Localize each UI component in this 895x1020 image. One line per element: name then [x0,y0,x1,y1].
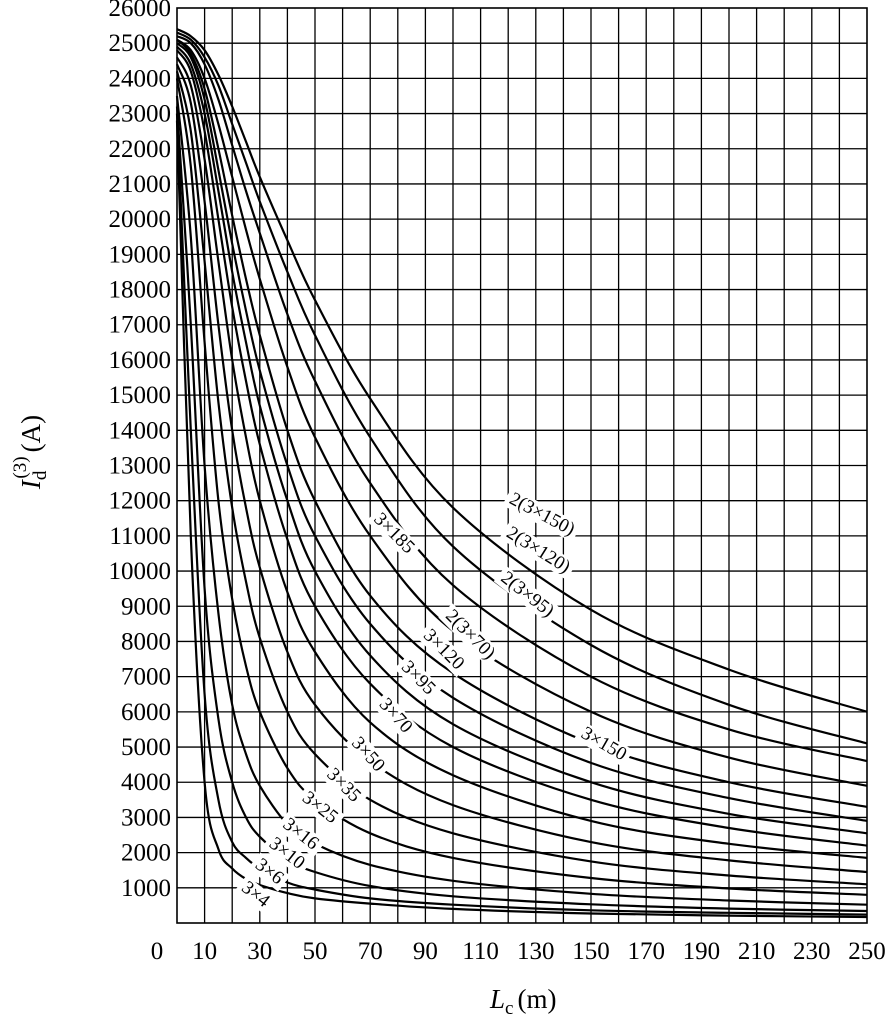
curve-label-bg [493,565,562,625]
curve-2-3-95- [176,35,868,763]
y-tick-label: 10000 [109,558,172,585]
x-tick-label: 130 [517,938,555,965]
curve-3-120 [176,45,868,835]
curve-label-bg [294,785,346,831]
curve-label-bg [394,654,443,703]
y-tick-label: 24000 [109,65,172,92]
x-tick-label: 210 [738,938,776,965]
y-tick-label: 21000 [109,171,172,198]
curve-3-10 [175,106,868,913]
x-axis-main: L [489,984,505,1014]
curve-3-150 [176,42,868,822]
x-axis-sub: c [505,998,513,1019]
curve-3-4 [175,120,868,919]
y-tick-label: 12000 [109,488,172,515]
curve-3-50 [175,63,868,874]
curve-2-3-150- [176,28,868,713]
curve-label-group: 3×185 [366,506,422,562]
y-tick-label: 25000 [109,30,172,57]
curve-label-bg [319,761,368,810]
curve-label-bg [499,521,577,580]
curve-label-bg [344,730,392,780]
y-tick-label: 7000 [121,664,171,691]
curve-3-95 [176,49,868,847]
curve-3-35 [175,71,868,886]
x-tick-label: 70 [358,938,383,965]
curve-label-group: 2(3×95) [493,565,562,625]
x-tick-label: 170 [627,938,665,965]
y-tick-label: 17000 [109,312,172,339]
x-tick-label: 0 [151,938,164,965]
curve-label-bg [248,852,291,892]
y-tick-label: 5000 [121,734,171,761]
y-tick-label: 3000 [121,804,171,831]
x-tick-label: 190 [683,938,721,965]
y-tick-label: 26000 [109,0,172,22]
y-tick-label: 6000 [121,699,171,726]
x-tick-label: 110 [462,938,499,965]
x-tick-label: 230 [793,938,831,965]
y-tick-label: 16000 [109,347,172,374]
y-tick-label: 13000 [109,453,172,480]
y-tick-label: 14000 [109,417,172,444]
y-tick-label: 1000 [121,875,171,902]
curve-label-group: 3×70 [372,691,420,741]
curve-label-3-150: 3×150 [578,723,631,766]
tick-labels: 0 10 30 50 70 90 110 130 150 170 190 210 230 250 1000 2… [109,0,886,965]
y-tick-label: 9000 [121,593,171,620]
svg-text:Id(3)(A): Id(3) (A) [10,415,51,490]
y-tick-label: 11000 [109,523,171,550]
curve-3-25 [175,78,868,896]
x-tick-label: 10 [192,938,217,965]
y-axis-sub: d [30,470,51,480]
curve-label-bg [416,622,471,678]
curve-label-bg [261,831,313,877]
y-axis-main: I [16,478,46,490]
curve-label-group: 3×35 [319,761,368,810]
x-tick-label: 150 [572,938,610,965]
curve-label-bg [275,811,326,858]
x-tick-label: 30 [247,938,272,965]
y-tick-label: 22000 [109,136,172,163]
y-tick-label: 2000 [121,840,171,867]
y-tick-label: 4000 [121,769,171,796]
curve-2-3-70- [176,38,868,787]
x-axis-unit: (m) [517,984,556,1014]
y-tick-label: 8000 [121,628,171,655]
curves [175,28,868,919]
y-axis-sup: (3) [10,456,31,478]
curve-label-bg [574,721,634,768]
plot-frame [176,7,868,924]
curve-label-bg [502,487,582,543]
curve-3-16 [175,95,868,906]
y-tick-label: 15000 [109,382,172,409]
y-tick-label: 20000 [109,206,172,233]
grid [177,8,867,923]
y-tick-label: 23000 [109,101,172,128]
curve-label-bg [438,603,502,668]
y-tick-label: 18000 [109,277,172,304]
curve-label-bg [234,875,277,915]
x-tick-label: 50 [303,938,328,965]
curve-2-3-120- [176,31,868,745]
y-axis-title: Id(3) (A) [10,415,51,490]
curve-label-bg [372,691,420,741]
curve-3-70 [176,56,868,859]
curve-3-185 [176,38,868,808]
y-axis-unit: (A) [16,415,46,452]
y-tick-label: 19000 [109,241,172,268]
curve-labels: 3×43×63×103×163×253×353×503×703×953×1203… [234,487,634,915]
curve-label-bg [366,506,422,562]
curve-label-2-3-95-: 2(3×95) [497,567,558,621]
x-axis-title: Lc (m) [489,984,556,1019]
x-tick-label: 250 [848,938,886,965]
x-tick-label: 90 [413,938,438,965]
